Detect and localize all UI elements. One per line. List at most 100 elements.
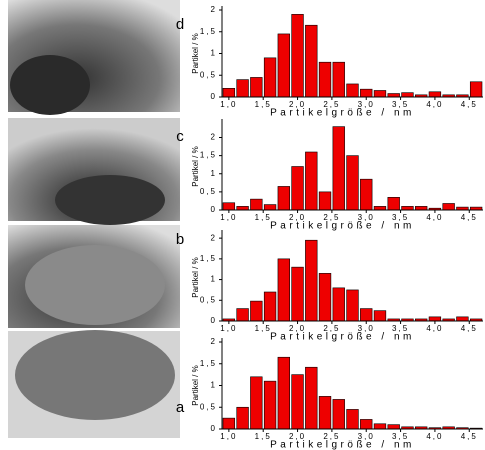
y-axis-label: Partikel / % <box>191 33 200 73</box>
y-tick-label: 2 <box>211 233 217 242</box>
x-axis-label: Partikelgröße / nm <box>270 440 415 450</box>
bar <box>318 273 332 322</box>
bar <box>387 197 400 211</box>
bar <box>291 166 304 211</box>
particle <box>55 175 165 225</box>
bar <box>360 419 373 430</box>
y-axis-label: Partikel / % <box>191 365 200 405</box>
bar <box>373 90 387 98</box>
y-tick-label: 0,5 <box>200 295 217 304</box>
x-tick-label: 1,5 <box>255 213 272 222</box>
bar <box>360 178 373 211</box>
x-tick-label: 2,5 <box>323 324 340 333</box>
bar <box>250 376 263 430</box>
bar <box>263 380 277 430</box>
x-axis-label: Partikelgröße / nm <box>270 221 415 232</box>
bar <box>291 14 304 98</box>
x-tick-label: 4,0 <box>426 324 443 333</box>
x-tick-label: 4,0 <box>426 432 443 441</box>
y-tick-label: 1 <box>211 169 217 178</box>
x-tick-label: 2,5 <box>323 213 340 222</box>
bar <box>250 198 263 211</box>
panel-label: b <box>176 231 184 248</box>
x-tick-label: 3,5 <box>392 213 409 222</box>
x-tick-label: 4,5 <box>461 213 478 222</box>
bar <box>236 206 249 211</box>
bar <box>291 374 304 430</box>
bar <box>277 186 290 211</box>
x-axis-label: Partikelgröße / nm <box>270 108 415 119</box>
bar <box>318 61 332 98</box>
tem-images <box>8 0 180 438</box>
bar <box>332 61 345 98</box>
x-tick-label: 1,5 <box>255 100 272 109</box>
y-tick-label: 1,5 <box>200 254 217 263</box>
bar <box>250 77 263 98</box>
x-tick-label: 1,0 <box>220 324 237 333</box>
x-tick-label: 3,5 <box>392 324 409 333</box>
x-tick-label: 2,0 <box>289 324 306 333</box>
bar <box>305 366 318 430</box>
y-tick-label: 1 <box>211 275 217 284</box>
bar <box>222 202 236 211</box>
bar <box>387 93 400 98</box>
y-tick-label: 0,5 <box>200 70 217 79</box>
bar <box>387 424 400 430</box>
y-tick-label: 1 <box>211 49 217 58</box>
bar <box>318 396 332 430</box>
bar <box>305 24 318 98</box>
bar <box>305 239 318 322</box>
panel-label: a <box>176 399 185 416</box>
particle <box>15 330 175 420</box>
bar <box>401 92 414 98</box>
bar <box>277 258 290 322</box>
x-tick-label: 3,5 <box>392 100 409 109</box>
bar <box>222 88 236 98</box>
x-tick-label: 3,5 <box>392 432 409 441</box>
bar <box>277 33 290 98</box>
bar <box>332 399 345 430</box>
bar <box>236 406 249 430</box>
bar <box>250 300 263 322</box>
x-tick-label: 1,5 <box>255 324 272 333</box>
bar <box>291 266 304 322</box>
x-tick-label: 3,0 <box>358 213 375 222</box>
x-tick-label: 1,0 <box>220 432 237 441</box>
bar <box>277 356 290 430</box>
bar <box>346 409 359 430</box>
bar <box>346 155 359 211</box>
y-tick-label: 0 <box>211 424 217 433</box>
bar <box>236 308 249 322</box>
bar <box>373 206 387 211</box>
panel-label: c <box>176 128 184 145</box>
bar <box>428 316 442 322</box>
x-tick-label: 2,0 <box>289 432 306 441</box>
bar <box>415 206 428 211</box>
particle <box>10 55 90 115</box>
bar <box>360 88 373 98</box>
bar <box>373 423 387 430</box>
bar <box>442 203 455 211</box>
bar <box>346 83 359 98</box>
x-tick-label: 1,0 <box>220 100 237 109</box>
y-axis-label: Partikel / % <box>191 257 200 297</box>
x-tick-label: 4,5 <box>461 324 478 333</box>
y-tick-label: 2 <box>211 5 217 14</box>
y-tick-label: 0,5 <box>200 187 217 196</box>
bar <box>305 151 318 211</box>
bar <box>332 287 345 322</box>
particle <box>25 245 165 325</box>
bar <box>263 57 277 98</box>
y-tick-label: 1 <box>211 381 217 390</box>
x-tick-label: 3,0 <box>358 432 375 441</box>
x-tick-label: 1,0 <box>220 213 237 222</box>
y-tick-label: 1,5 <box>200 27 217 36</box>
x-axis-label: Partikelgröße / nm <box>270 332 415 343</box>
y-tick-label: 0,5 <box>200 402 217 411</box>
bar <box>373 310 387 322</box>
y-tick-label: 2 <box>211 133 217 142</box>
x-tick-label: 4,5 <box>461 100 478 109</box>
bar <box>360 308 373 322</box>
x-tick-label: 2,5 <box>323 100 340 109</box>
